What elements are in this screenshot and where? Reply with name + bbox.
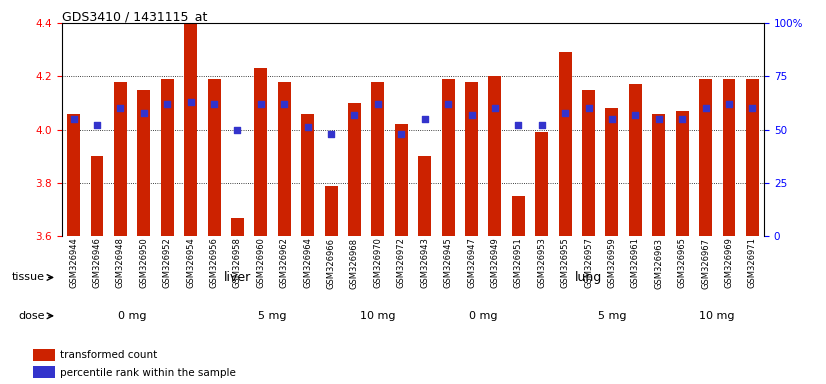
Point	[67, 116, 80, 122]
Bar	[137, 89, 150, 236]
Point	[160, 101, 173, 107]
Bar	[348, 103, 361, 236]
Point	[254, 101, 268, 107]
Bar	[301, 114, 314, 236]
Point	[325, 131, 338, 137]
Text: percentile rank within the sample: percentile rank within the sample	[60, 367, 236, 377]
Point	[535, 122, 548, 128]
Text: transformed count: transformed count	[60, 350, 158, 360]
Bar	[746, 79, 759, 236]
Text: 0 mg: 0 mg	[118, 311, 146, 321]
Bar	[372, 82, 384, 236]
Bar	[231, 217, 244, 236]
Bar	[67, 114, 80, 236]
Point	[372, 101, 385, 107]
Point	[418, 116, 431, 122]
Text: tissue: tissue	[12, 272, 45, 283]
Bar	[395, 124, 408, 236]
Point	[301, 124, 314, 131]
Text: 10 mg: 10 mg	[360, 311, 396, 321]
Bar	[512, 196, 525, 236]
Point	[558, 109, 572, 116]
Text: dose: dose	[18, 311, 45, 321]
Bar	[184, 23, 197, 236]
Bar	[653, 114, 665, 236]
Bar	[465, 82, 478, 236]
Bar	[605, 108, 619, 236]
Point	[278, 101, 291, 107]
Bar	[723, 79, 735, 236]
Text: 0 mg: 0 mg	[469, 311, 497, 321]
Point	[114, 105, 127, 111]
Text: 5 mg: 5 mg	[259, 311, 287, 321]
Bar	[91, 156, 103, 236]
Point	[676, 116, 689, 122]
Bar	[582, 89, 595, 236]
Point	[465, 112, 478, 118]
Bar	[207, 79, 221, 236]
Bar	[161, 79, 173, 236]
Point	[395, 131, 408, 137]
Point	[441, 101, 454, 107]
Text: lung: lung	[575, 271, 602, 284]
Bar	[33, 366, 55, 379]
Point	[184, 99, 197, 105]
Bar	[488, 76, 501, 236]
Text: 10 mg: 10 mg	[700, 311, 735, 321]
Bar	[325, 185, 338, 236]
Point	[582, 105, 595, 111]
Point	[722, 101, 735, 107]
Text: GDS3410 / 1431115_at: GDS3410 / 1431115_at	[62, 10, 207, 23]
Bar	[33, 349, 55, 361]
Bar	[558, 52, 572, 236]
Point	[629, 112, 642, 118]
Bar	[418, 156, 431, 236]
Point	[746, 105, 759, 111]
Bar	[676, 111, 689, 236]
Point	[90, 122, 104, 128]
Bar	[442, 79, 454, 236]
Point	[605, 116, 619, 122]
Bar	[535, 132, 548, 236]
Text: liver: liver	[224, 271, 251, 284]
Point	[137, 109, 150, 116]
Bar	[278, 82, 291, 236]
Text: 5 mg: 5 mg	[598, 311, 626, 321]
Point	[207, 101, 221, 107]
Bar	[629, 84, 642, 236]
Point	[652, 116, 665, 122]
Point	[488, 105, 501, 111]
Bar	[114, 82, 127, 236]
Point	[348, 112, 361, 118]
Bar	[254, 68, 268, 236]
Point	[230, 127, 244, 133]
Bar	[699, 79, 712, 236]
Point	[699, 105, 712, 111]
Point	[511, 122, 525, 128]
